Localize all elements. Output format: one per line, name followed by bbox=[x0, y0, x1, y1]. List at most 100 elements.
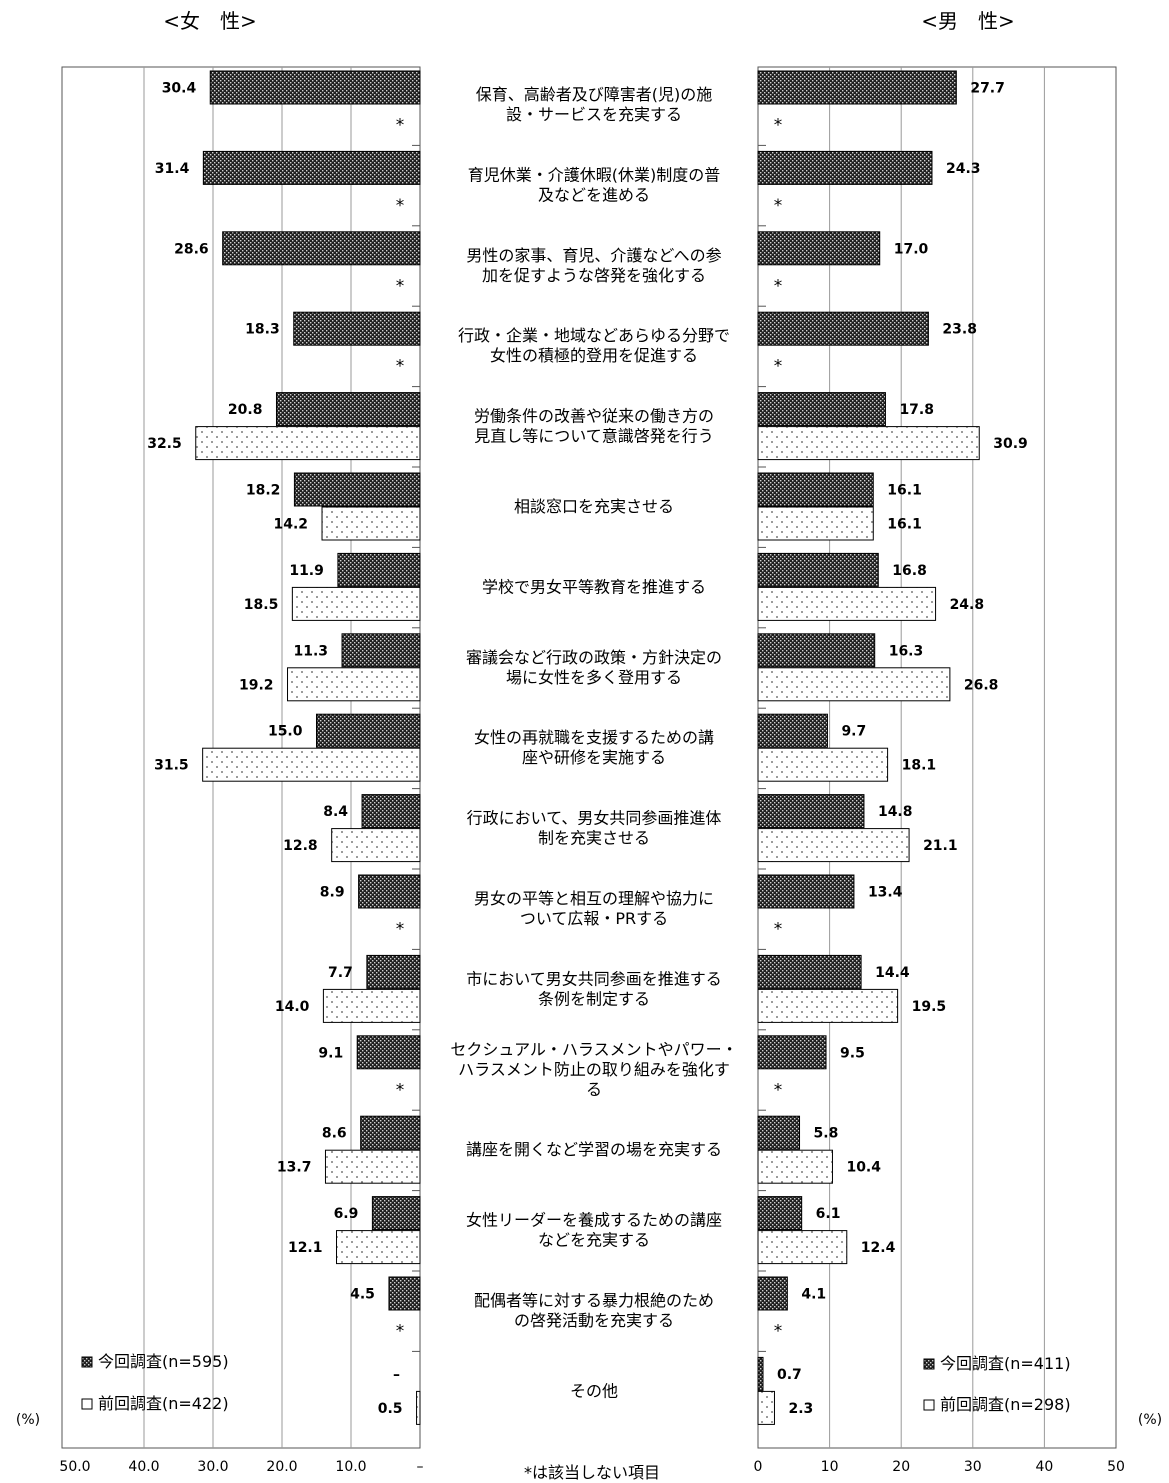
female-value-label: 9.1 bbox=[318, 1045, 343, 1061]
male-value-label: 14.8 bbox=[878, 804, 913, 820]
category-label: 配偶者等に対する暴力根絶のため bbox=[474, 1291, 714, 1310]
female-bar-previous bbox=[331, 828, 421, 863]
female-tick-label: 50.0 bbox=[59, 1459, 90, 1475]
category-label: セクシュアル・ハラスメントやパワー・ bbox=[450, 1040, 737, 1059]
male-bar-current bbox=[757, 1276, 788, 1311]
male-na-mark: * bbox=[774, 276, 783, 296]
female-bar-current bbox=[222, 231, 421, 266]
female-bar-current bbox=[341, 633, 421, 668]
male-tick-label: 0 bbox=[754, 1459, 763, 1475]
female-value-label: 6.9 bbox=[334, 1206, 359, 1222]
category-label: 女性の積極的登用を促進する bbox=[490, 346, 698, 365]
female-bar-previous bbox=[321, 506, 421, 541]
female-title: <女 性> bbox=[163, 9, 257, 33]
male-value-label: 2.3 bbox=[788, 1401, 813, 1417]
male-na-mark: * bbox=[774, 1080, 783, 1100]
female-na-mark: * bbox=[396, 196, 405, 216]
female-value-label: 7.7 bbox=[328, 965, 353, 981]
male-value-label: 27.7 bbox=[970, 81, 1005, 97]
male-value-label: 24.3 bbox=[946, 161, 981, 177]
female-bar-previous bbox=[202, 747, 421, 782]
category-label: 労働条件の改善や従来の働き方の bbox=[474, 407, 714, 426]
male-na-mark: * bbox=[774, 196, 783, 216]
male-bar-current bbox=[757, 1115, 801, 1150]
female-value-label: 18.5 bbox=[244, 597, 279, 613]
category-label: 講座を開くなど学習の場を充実する bbox=[466, 1140, 722, 1159]
female-value-label: 12.8 bbox=[283, 838, 318, 854]
female-legend-swatch-current bbox=[81, 1356, 93, 1368]
female-value-label: 0.5 bbox=[378, 1401, 403, 1417]
category-label: 設・サービスを充実する bbox=[506, 105, 682, 124]
female-bar-current bbox=[209, 70, 421, 105]
category-label: 男女の平等と相互の理解や協力に bbox=[474, 889, 714, 908]
male-na-mark: * bbox=[774, 357, 783, 377]
male-bar-current bbox=[757, 633, 876, 668]
female-na-mark: * bbox=[396, 1080, 405, 1100]
male-value-label: 17.8 bbox=[899, 402, 934, 418]
female-bar-current bbox=[388, 1276, 421, 1311]
category-label: その他 bbox=[570, 1381, 618, 1400]
male-value-label: 23.8 bbox=[942, 322, 977, 338]
female-bar-current bbox=[371, 1196, 421, 1231]
female-value-label: 15.0 bbox=[268, 724, 303, 740]
male-value-label: 16.8 bbox=[892, 563, 927, 579]
female-bar-previous bbox=[287, 667, 421, 702]
category-label: 及などを進める bbox=[538, 185, 650, 204]
male-bar-current bbox=[757, 954, 862, 989]
female-legend-swatch-previous bbox=[81, 1398, 93, 1410]
female-bar-current bbox=[293, 311, 421, 346]
male-bar-current bbox=[757, 713, 828, 748]
male-bar-previous bbox=[757, 667, 951, 702]
category-label: 見直し等について意識啓発を行う bbox=[474, 427, 714, 446]
female-value-label: 14.2 bbox=[273, 517, 308, 533]
category-label: 制を充実させる bbox=[538, 829, 650, 848]
category-label: 審議会など行政の政策・方針決定の bbox=[466, 648, 722, 667]
female-value-label: 13.7 bbox=[277, 1160, 312, 1176]
female-na-mark: * bbox=[396, 1322, 405, 1342]
male-bar-previous bbox=[757, 1390, 775, 1425]
male-value-label: 19.5 bbox=[912, 999, 947, 1015]
category-label: 相談窓口を充実させる bbox=[514, 497, 674, 516]
male-bar-previous bbox=[757, 828, 910, 863]
male-tick-label: 40 bbox=[1035, 1459, 1053, 1475]
female-bar-previous bbox=[322, 988, 421, 1023]
female-value-label: 19.2 bbox=[239, 677, 274, 693]
female-value-label: 8.4 bbox=[323, 804, 348, 820]
male-value-label: 16.1 bbox=[887, 483, 922, 499]
male-tick-label: 50 bbox=[1107, 1459, 1125, 1475]
male-na-mark: * bbox=[774, 920, 783, 940]
category-label: 座や研修を実施する bbox=[522, 748, 666, 767]
footnote: *は該当しない項目 bbox=[524, 1463, 660, 1482]
female-bar-current bbox=[316, 713, 421, 748]
male-bar-current bbox=[757, 794, 865, 829]
male-legend-swatch-current bbox=[923, 1358, 935, 1370]
male-value-label: 4.1 bbox=[801, 1287, 826, 1303]
category-label: などを充実する bbox=[538, 1231, 650, 1250]
category-label: 男性の家事、育児、介護などへの参 bbox=[466, 246, 721, 265]
male-value-label: 24.8 bbox=[950, 597, 985, 613]
female-bar-previous bbox=[291, 586, 421, 621]
female-tick-label: 10.0 bbox=[335, 1459, 366, 1475]
male-value-label: 9.5 bbox=[840, 1045, 865, 1061]
female-value-label: 11.3 bbox=[293, 643, 328, 659]
female-value-label: 12.1 bbox=[288, 1240, 323, 1256]
male-bar-current bbox=[757, 150, 933, 185]
female-value-label: 4.5 bbox=[350, 1287, 375, 1303]
male-bar-previous bbox=[757, 988, 899, 1023]
category-label: 女性リーダーを養成するための講座 bbox=[466, 1211, 722, 1230]
female-bar-previous bbox=[324, 1149, 421, 1184]
category-label: の啓発活動を充実する bbox=[514, 1311, 674, 1330]
male-legend-swatch-previous bbox=[923, 1399, 935, 1411]
female-legend-previous: 前回調査(n=422) bbox=[98, 1394, 229, 1413]
category-label: 行政・企業・地域などあらゆる分野で bbox=[458, 326, 730, 345]
female-unit-label: (%) bbox=[16, 1412, 40, 1428]
female-bar-current bbox=[202, 150, 421, 185]
male-bar-previous bbox=[757, 1230, 848, 1265]
male-unit-label: (%) bbox=[1138, 1412, 1162, 1428]
female-bar-previous bbox=[336, 1230, 421, 1265]
male-value-label: 30.9 bbox=[993, 436, 1028, 452]
female-value-label: 8.9 bbox=[320, 885, 345, 901]
male-na-mark: * bbox=[774, 116, 783, 136]
female-na-mark: * bbox=[396, 357, 405, 377]
category-label: 学校で男女平等教育を推進する bbox=[482, 577, 706, 596]
